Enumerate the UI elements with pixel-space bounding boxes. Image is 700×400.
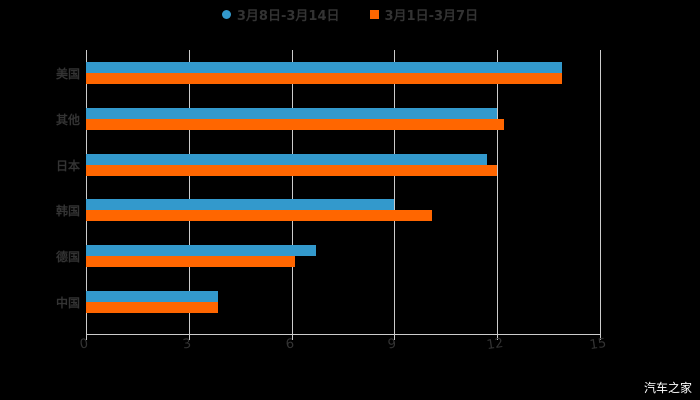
gridline (292, 50, 293, 335)
x-tick-label: 3 (181, 336, 193, 353)
x-tick (86, 334, 87, 340)
watermark: 汽车之家 (643, 381, 692, 395)
category-label: 美国 (55, 67, 80, 81)
x-tick (394, 334, 395, 340)
x-tick-label: 0 (78, 336, 90, 353)
bar[interactable] (86, 165, 497, 176)
x-tick-label: 9 (386, 336, 398, 353)
category-label: 德国 (55, 250, 80, 264)
x-tick (189, 334, 190, 340)
bar[interactable] (86, 154, 487, 165)
bar[interactable] (86, 245, 316, 256)
x-tick-label: 12 (485, 335, 505, 354)
plot-area (86, 50, 601, 335)
x-tick (600, 334, 601, 340)
x-tick (497, 334, 498, 340)
bar[interactable] (86, 291, 218, 302)
category-label: 日本 (55, 159, 80, 173)
bar[interactable] (86, 73, 562, 84)
legend-item-week1[interactable]: 3月1日-3月7日 (369, 4, 479, 24)
bar[interactable] (86, 62, 562, 73)
bar[interactable] (86, 119, 504, 130)
chart-legend: 3月8日-3月14日 3月1日-3月7日 (0, 4, 700, 24)
x-tick-label: 15 (588, 335, 608, 354)
gridline (394, 50, 395, 335)
gridline (86, 50, 87, 335)
category-label: 其他 (55, 113, 80, 127)
category-label: 韩国 (55, 204, 80, 218)
legend-label: 3月8日-3月14日 (236, 8, 340, 24)
bar[interactable] (86, 302, 218, 313)
legend-square-icon (369, 9, 379, 19)
x-tick (292, 334, 293, 340)
gridline (189, 50, 190, 335)
x-axis-line (86, 334, 601, 335)
bar[interactable] (86, 210, 432, 221)
legend-circle-icon (221, 9, 231, 19)
legend-item-week2[interactable]: 3月8日-3月14日 (221, 4, 340, 24)
x-tick-label: 6 (284, 336, 296, 353)
gridline (497, 50, 498, 335)
bar[interactable] (86, 256, 295, 267)
legend-label: 3月1日-3月7日 (384, 8, 479, 24)
bar[interactable] (86, 199, 394, 210)
bar[interactable] (86, 108, 497, 119)
gridline (600, 50, 601, 335)
category-label: 中国 (55, 296, 80, 310)
